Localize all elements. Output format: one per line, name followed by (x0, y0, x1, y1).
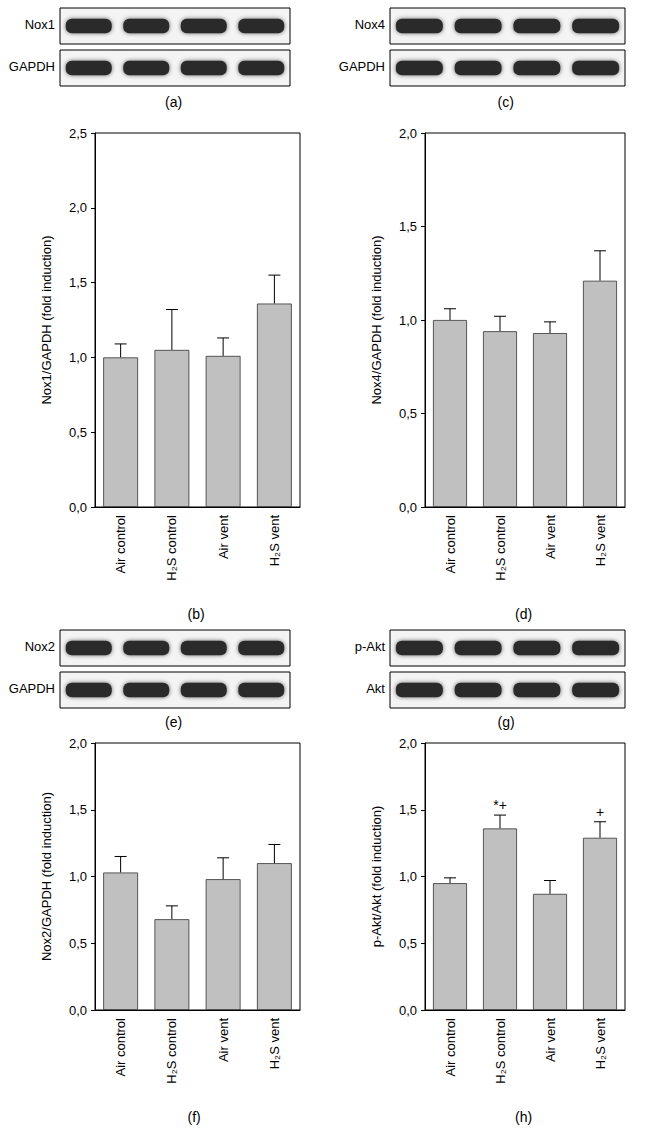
svg-text:Nox4/GAPDH (fold induction): Nox4/GAPDH (fold induction) (369, 235, 384, 404)
svg-text:0,5: 0,5 (399, 936, 417, 951)
svg-text:1,5: 1,5 (399, 802, 417, 817)
svg-text:2,0: 2,0 (399, 736, 417, 751)
svg-text:H₂S control: H₂S control (493, 515, 508, 581)
svg-text:0,5: 0,5 (69, 425, 87, 440)
svg-text:H₂S control: H₂S control (164, 1018, 179, 1084)
svg-text:1,0: 1,0 (69, 350, 87, 365)
svg-text:Air control: Air control (113, 515, 128, 574)
svg-text:2,0: 2,0 (69, 736, 87, 751)
svg-text:Nox2/GAPDH (fold induction): Nox2/GAPDH (fold induction) (39, 792, 54, 961)
svg-text:0,5: 0,5 (399, 406, 417, 421)
svg-text:Nox2: Nox2 (25, 639, 55, 654)
svg-text:0,5: 0,5 (69, 936, 87, 951)
svg-text:Air vent: Air vent (216, 515, 231, 559)
svg-text:GAPDH: GAPDH (9, 681, 55, 696)
svg-text:Air vent: Air vent (216, 1018, 231, 1062)
svg-text:Nox1: Nox1 (25, 17, 55, 32)
svg-text:Nox1/GAPDH (fold induction): Nox1/GAPDH (fold induction) (39, 235, 54, 404)
svg-text:1,0: 1,0 (399, 869, 417, 884)
svg-text:p-Akt/Akt (fold induction): p-Akt/Akt (fold induction) (369, 806, 384, 948)
svg-text:GAPDH: GAPDH (339, 59, 385, 74)
svg-text:0,0: 0,0 (69, 500, 87, 515)
svg-text:H₂S control: H₂S control (164, 515, 179, 581)
svg-text:2,5: 2,5 (69, 126, 87, 141)
svg-text:+: + (596, 804, 604, 820)
svg-text:GAPDH: GAPDH (9, 59, 55, 74)
svg-text:Air control: Air control (443, 515, 458, 574)
svg-text:Akt: Akt (366, 681, 385, 696)
svg-text:(f): (f) (188, 1109, 201, 1125)
svg-text:H₂S control: H₂S control (493, 1018, 508, 1084)
svg-text:1,5: 1,5 (399, 219, 417, 234)
svg-text:0,0: 0,0 (399, 500, 417, 515)
svg-text:H₂S vent: H₂S vent (267, 515, 282, 567)
svg-text:Air vent: Air vent (543, 515, 558, 559)
svg-text:(g): (g) (498, 714, 515, 730)
svg-text:1,5: 1,5 (69, 802, 87, 817)
svg-text:Air vent: Air vent (543, 1018, 558, 1062)
svg-text:*+: *+ (493, 797, 507, 813)
svg-text:0,0: 0,0 (69, 1003, 87, 1018)
svg-text:1,0: 1,0 (69, 869, 87, 884)
svg-text:(d): (d) (515, 606, 532, 622)
svg-text:2,0: 2,0 (69, 200, 87, 215)
svg-text:H₂S vent: H₂S vent (267, 1018, 282, 1070)
svg-text:0,0: 0,0 (399, 1003, 417, 1018)
svg-text:1,5: 1,5 (69, 275, 87, 290)
svg-text:(a): (a) (165, 94, 182, 110)
svg-text:(h): (h) (515, 1109, 532, 1125)
svg-text:Air control: Air control (443, 1018, 458, 1077)
svg-text:H₂S vent: H₂S vent (593, 1018, 608, 1070)
svg-text:2,0: 2,0 (399, 126, 417, 141)
svg-text:(e): (e) (165, 714, 182, 730)
svg-text:H₂S vent: H₂S vent (593, 515, 608, 567)
svg-text:1,0: 1,0 (399, 313, 417, 328)
svg-text:p-Akt: p-Akt (355, 639, 386, 654)
svg-text:Air control: Air control (113, 1018, 128, 1077)
svg-text:Nox4: Nox4 (355, 17, 385, 32)
svg-text:(b): (b) (188, 606, 205, 622)
svg-text:(c): (c) (498, 94, 514, 110)
